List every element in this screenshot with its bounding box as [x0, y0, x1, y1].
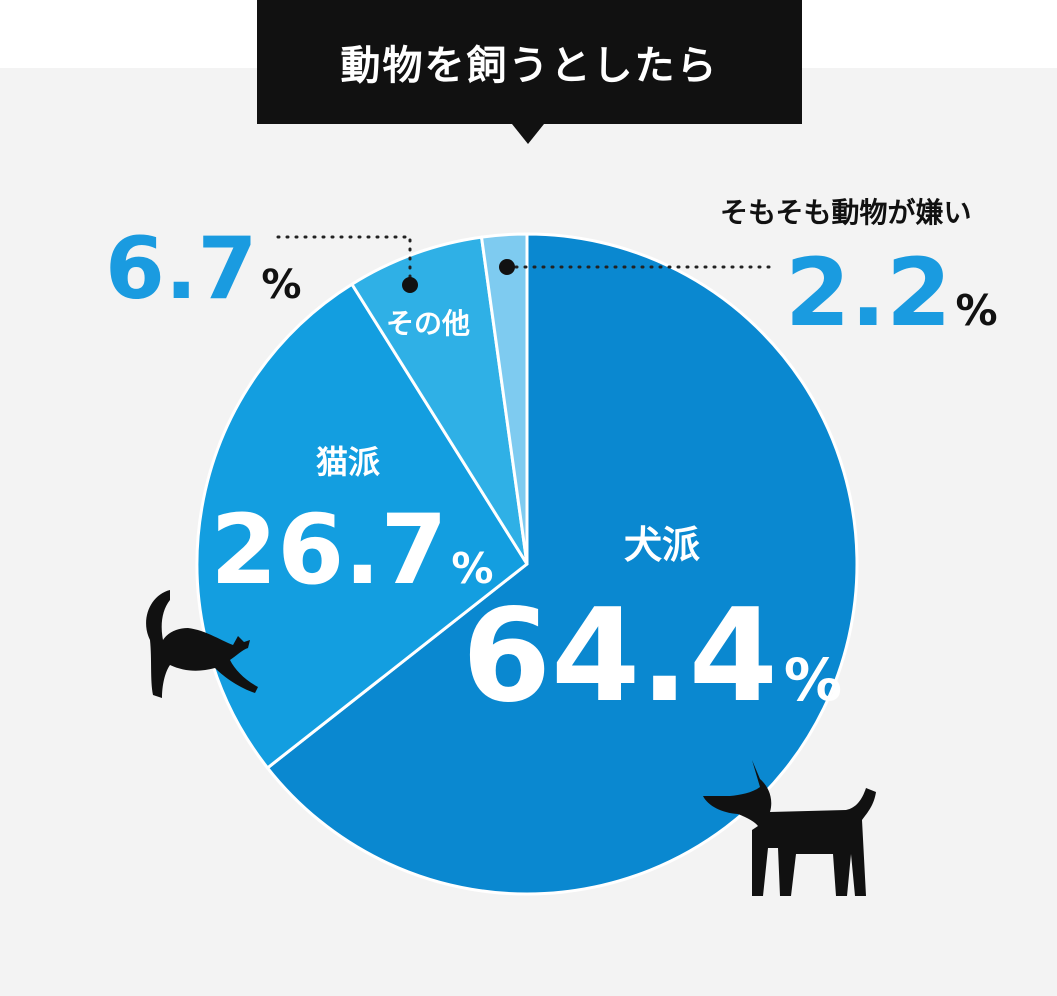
slice-value-cat-number: 26.7: [211, 494, 448, 606]
leader-line-other: [276, 235, 412, 287]
pie-slice-dog: [266, 232, 859, 896]
slice-value-dog-unit: %: [784, 646, 842, 714]
slice-value-other-number: 6.7: [105, 219, 257, 319]
slice-value-cat: 26.7%: [211, 494, 494, 606]
slice-value-dislike-number: 2.2: [785, 239, 952, 348]
pie-slices: [195, 232, 859, 896]
slice-value-dog-number: 64.4: [462, 582, 778, 731]
dog-silhouette-icon: [703, 760, 876, 896]
pie-slice-dislike: [480, 232, 529, 566]
slice-label-dislike: そもそも動物が嫌い: [720, 196, 971, 229]
slice-label-dog: 犬派: [624, 523, 700, 567]
chart-title-box: 動物を飼うとしたら: [257, 0, 802, 124]
cat-silhouette-icon: [146, 590, 258, 698]
slice-value-other-unit: %: [261, 262, 301, 308]
chart-title: 動物を飼うとしたら: [340, 43, 719, 89]
leader-dot-other: [402, 277, 418, 293]
slice-value-dislike-unit: %: [956, 286, 998, 335]
slice-label-other: その他: [386, 307, 470, 340]
pie-slice-other: [350, 235, 529, 566]
slice-label-cat: 猫派: [316, 443, 380, 481]
slice-value-dislike: 2.2%: [785, 239, 998, 348]
leader-dot-dislike: [499, 259, 515, 275]
slice-value-dog: 64.4%: [462, 582, 842, 731]
slice-value-cat-unit: %: [451, 544, 493, 593]
chart-title-pointer: [512, 124, 544, 144]
slice-value-other: 6.7%: [105, 219, 301, 319]
pie-slice-cat: [195, 282, 529, 770]
